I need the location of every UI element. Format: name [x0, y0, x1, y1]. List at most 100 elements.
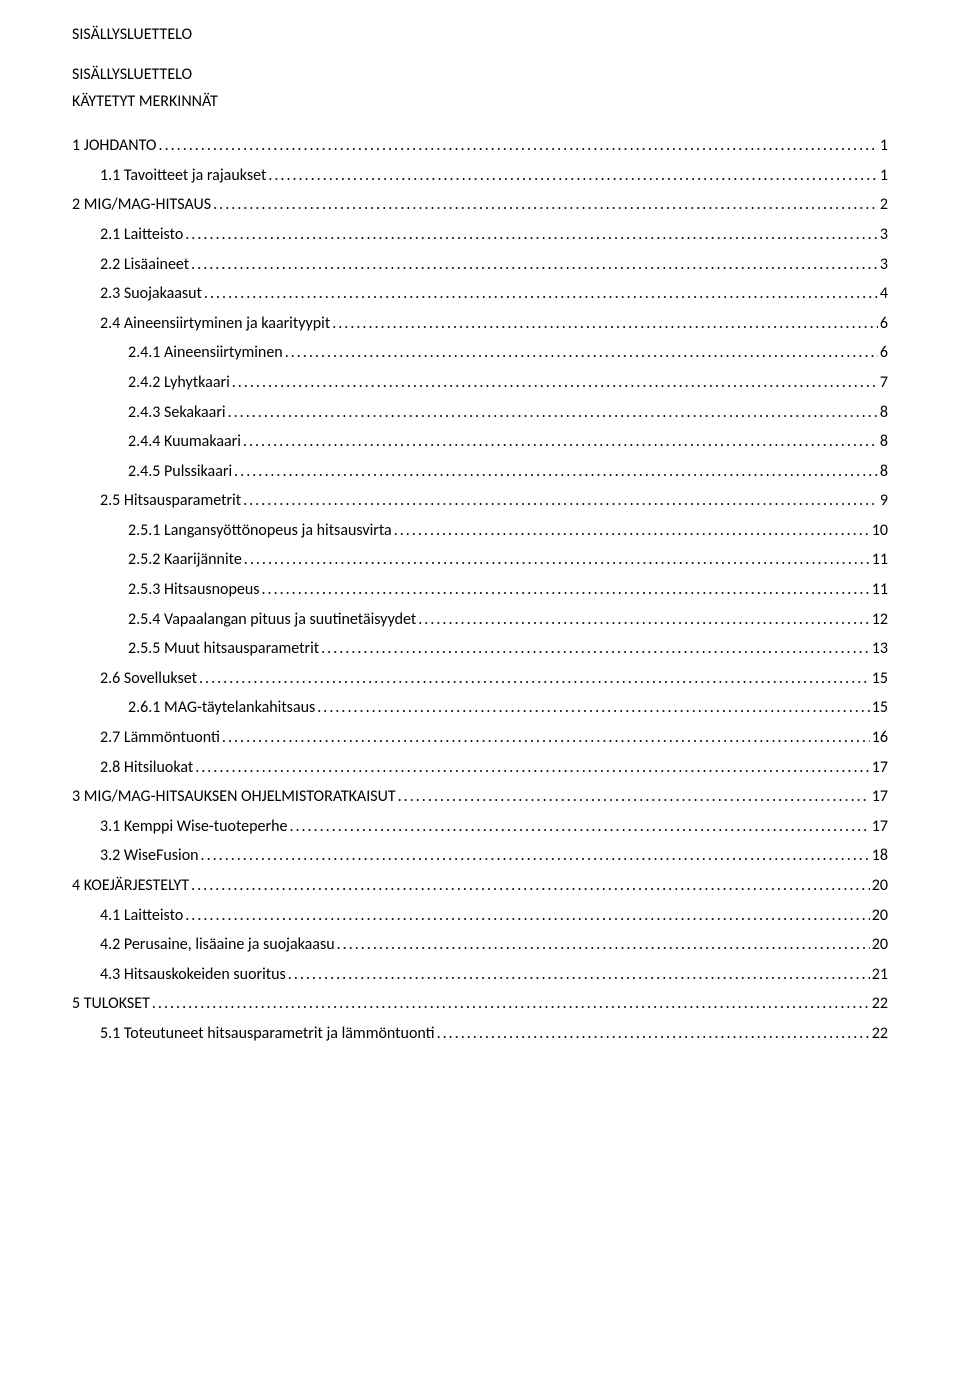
- toc-entry-label: 4 KOEJÄRJESTELYT: [72, 871, 189, 901]
- toc-entry-label: 2.5.5 Muut hitsausparametrit: [128, 634, 319, 664]
- toc-entry-label: 1.1 Tavoitteet ja rajaukset: [100, 161, 266, 191]
- toc-entry-page: 6: [880, 338, 888, 368]
- table-of-contents: 1 JOHDANTO11.1 Tavoitteet ja rajaukset12…: [72, 131, 888, 1048]
- toc-leader-dots: [185, 901, 870, 931]
- toc-leader-dots: [185, 220, 878, 250]
- toc-entry: 2.4.4 Kuumakaari 8: [72, 427, 888, 457]
- toc-entry: 4.3 Hitsauskokeiden suoritus21: [72, 960, 888, 990]
- toc-entry-label: 2.5.4 Vapaalangan pituus ja suutinetäisy…: [128, 605, 416, 635]
- toc-entry-page: 8: [880, 427, 888, 457]
- toc-entry: 2.6 Sovellukset 15: [72, 664, 888, 694]
- toc-leader-dots: [288, 960, 870, 990]
- toc-entry: 1.1 Tavoitteet ja rajaukset 1: [72, 161, 888, 191]
- toc-entry: 3.1 Kemppi Wise-tuoteperhe17: [72, 812, 888, 842]
- section-heading-merkinnat: KÄYTETYT MERKINNÄT: [72, 91, 888, 113]
- toc-entry: 3 MIG/MAG-HITSAUKSEN OHJELMISTORATKAISUT…: [72, 782, 888, 812]
- toc-entry: 2.5 Hitsausparametrit9: [72, 486, 888, 516]
- toc-entry: 2.5.1 Langansyöttönopeus ja hitsausvirta…: [72, 516, 888, 546]
- toc-leader-dots: [243, 427, 878, 457]
- toc-entry-page: 15: [872, 664, 888, 694]
- title-block-2: SISÄLLYSLUETTELO KÄYTETYT MERKINNÄT: [72, 64, 888, 113]
- toc-entry-label: 2.5.1 Langansyöttönopeus ja hitsausvirta: [128, 516, 392, 546]
- toc-entry-page: 4: [880, 279, 888, 309]
- toc-leader-dots: [204, 279, 878, 309]
- toc-leader-dots: [337, 930, 870, 960]
- toc-leader-dots: [213, 190, 878, 220]
- toc-entry-page: 15: [872, 693, 888, 723]
- toc-entry-label: 2.4.1 Aineensiirtyminen: [128, 338, 283, 368]
- toc-entry-label: 3 MIG/MAG-HITSAUKSEN OHJELMISTORATKAISUT: [72, 782, 396, 812]
- toc-entry-label: 2.4.5 Pulssikaari: [128, 457, 232, 487]
- toc-entry-label: 1 JOHDANTO: [72, 131, 157, 161]
- toc-entry-label: 4.2 Perusaine, lisäaine ja suojakaasu: [100, 930, 335, 960]
- toc-entry-label: 2 MIG/MAG-HITSAUS: [72, 190, 211, 220]
- toc-entry: 2.1 Laitteisto3: [72, 220, 888, 250]
- toc-entry-page: 3: [880, 220, 888, 250]
- toc-entry-label: 2.5.3 Hitsausnopeus: [128, 575, 259, 605]
- toc-entry: 2.4.2 Lyhytkaari 7: [72, 368, 888, 398]
- toc-entry-page: 20: [872, 901, 888, 931]
- toc-leader-dots: [222, 723, 870, 753]
- toc-entry: 2.2 Lisäaineet3: [72, 250, 888, 280]
- toc-entry: 2.4.5 Pulssikaari 8: [72, 457, 888, 487]
- toc-entry-label: 5.1 Toteutuneet hitsausparametrit ja läm…: [100, 1019, 435, 1049]
- toc-entry-page: 17: [872, 782, 888, 812]
- toc-leader-dots: [437, 1019, 870, 1049]
- toc-entry: 2 MIG/MAG-HITSAUS 2: [72, 190, 888, 220]
- toc-entry: 2.5.5 Muut hitsausparametrit 13: [72, 634, 888, 664]
- toc-entry: 2.5.3 Hitsausnopeus 11: [72, 575, 888, 605]
- toc-entry-label: 2.4.4 Kuumakaari: [128, 427, 241, 457]
- toc-entry: 2.3 Suojakaasut 4: [72, 279, 888, 309]
- toc-entry: 2.5.2 Kaarijännite 11: [72, 545, 888, 575]
- toc-leader-dots: [234, 457, 878, 487]
- toc-entry: 4.2 Perusaine, lisäaine ja suojakaasu 20: [72, 930, 888, 960]
- toc-entry-page: 20: [872, 930, 888, 960]
- document-page: SISÄLLYSLUETTELO SISÄLLYSLUETTELO KÄYTET…: [0, 0, 960, 1089]
- page-title: SISÄLLYSLUETTELO: [72, 24, 888, 46]
- toc-leader-dots: [261, 575, 869, 605]
- toc-entry-page: 1: [880, 161, 888, 191]
- toc-leader-dots: [268, 161, 878, 191]
- toc-entry-label: 4.3 Hitsauskokeiden suoritus: [100, 960, 286, 990]
- toc-leader-dots: [418, 605, 870, 635]
- toc-entry-page: 13: [872, 634, 888, 664]
- toc-entry-page: 20: [872, 871, 888, 901]
- toc-entry-page: 17: [872, 812, 888, 842]
- toc-leader-dots: [244, 545, 870, 575]
- toc-entry-label: 2.4.2 Lyhytkaari: [128, 368, 230, 398]
- toc-entry: 2.7 Lämmöntuonti 16: [72, 723, 888, 753]
- toc-entry: 2.6.1 MAG-täytelankahitsaus 15: [72, 693, 888, 723]
- toc-leader-dots: [398, 782, 870, 812]
- toc-entry-label: 2.2 Lisäaineet: [100, 250, 189, 280]
- toc-leader-dots: [289, 812, 869, 842]
- toc-entry-label: 2.6.1 MAG-täytelankahitsaus: [128, 693, 315, 723]
- toc-entry-page: 8: [880, 457, 888, 487]
- toc-entry-label: 2.4 Aineensiirtyminen ja kaarityypit: [100, 309, 330, 339]
- toc-entry: 5 TULOKSET22: [72, 989, 888, 1019]
- toc-leader-dots: [228, 398, 878, 428]
- toc-entry: 4.1 Laitteisto20: [72, 901, 888, 931]
- toc-entry-label: 2.5.2 Kaarijännite: [128, 545, 242, 575]
- toc-entry: 2.4.1 Aineensiirtyminen 6: [72, 338, 888, 368]
- toc-entry-page: 17: [872, 753, 888, 783]
- toc-entry-label: 2.7 Lämmöntuonti: [100, 723, 220, 753]
- toc-leader-dots: [152, 989, 870, 1019]
- toc-entry-label: 2.8 Hitsiluokat: [100, 753, 193, 783]
- toc-entry-page: 18: [872, 841, 888, 871]
- toc-entry-page: 10: [872, 516, 888, 546]
- toc-entry-page: 11: [872, 545, 888, 575]
- toc-leader-dots: [243, 486, 878, 516]
- toc-entry-page: 16: [872, 723, 888, 753]
- toc-entry-page: 7: [880, 368, 888, 398]
- toc-entry-page: 11: [872, 575, 888, 605]
- toc-entry: 2.4.3 Sekakaari8: [72, 398, 888, 428]
- toc-entry-page: 2: [880, 190, 888, 220]
- toc-entry-page: 12: [872, 605, 888, 635]
- toc-leader-dots: [159, 131, 878, 161]
- toc-entry: 1 JOHDANTO1: [72, 131, 888, 161]
- toc-entry-label: 2.4.3 Sekakaari: [128, 398, 226, 428]
- toc-entry-page: 22: [872, 989, 888, 1019]
- toc-leader-dots: [285, 338, 878, 368]
- toc-entry-label: 2.6 Sovellukset: [100, 664, 197, 694]
- toc-entry-label: 2.3 Suojakaasut: [100, 279, 202, 309]
